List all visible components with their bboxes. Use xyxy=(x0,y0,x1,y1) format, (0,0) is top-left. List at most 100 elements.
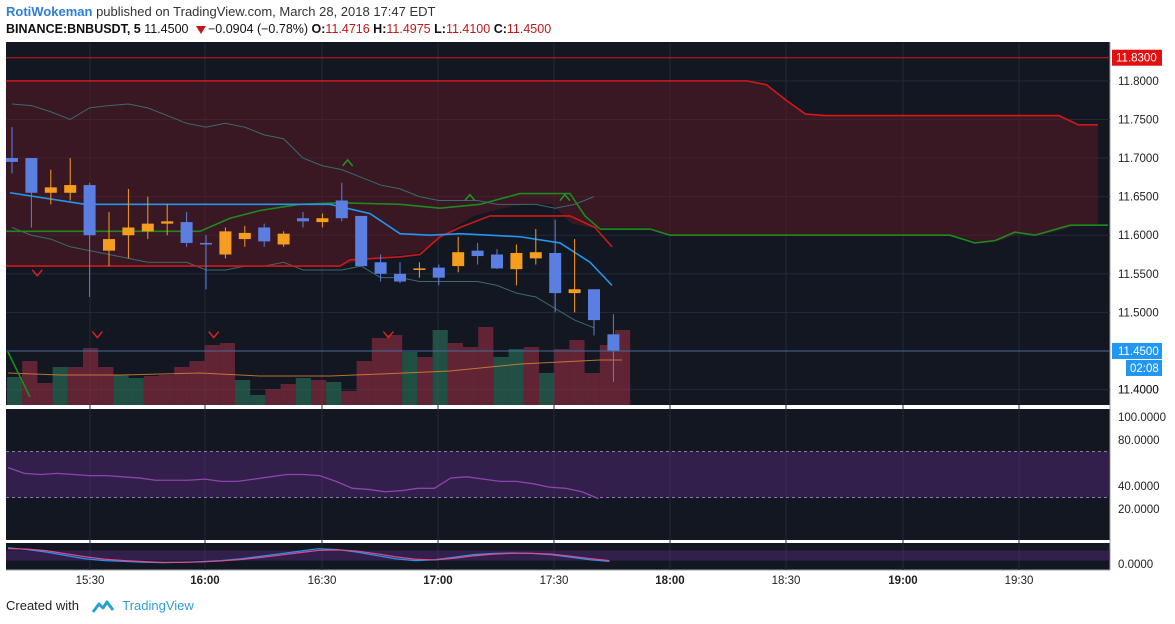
candle xyxy=(297,218,309,222)
candle xyxy=(491,254,503,269)
buy-signal-icon xyxy=(559,193,571,202)
publish-line: RotiWokeman published on TradingView.com… xyxy=(6,4,435,19)
price-tick-label: 11.4000 xyxy=(1118,385,1159,397)
volume-bar xyxy=(478,327,494,405)
buy-signal-icon xyxy=(342,158,354,167)
countdown-label: 02:08 xyxy=(1130,363,1159,375)
last-price: 11.4500 xyxy=(144,22,189,36)
volume-bar xyxy=(37,383,53,405)
price-change: −0.0904 (−0.78%) xyxy=(207,22,309,36)
last-price-label: 11.4500 xyxy=(1118,346,1159,358)
volume-bar xyxy=(159,375,175,405)
volume-bar xyxy=(250,395,266,405)
close-label: C: xyxy=(493,22,507,36)
candle xyxy=(122,227,135,236)
candle xyxy=(44,187,57,193)
stoch-d-line xyxy=(7,548,610,563)
ohlc-legend: BINANCE:BNBUSDT, 5 11.4500 −0.0904 (−0.7… xyxy=(6,22,551,36)
sell-signal-icon xyxy=(31,269,43,277)
ichimoku-cloud xyxy=(6,80,1098,267)
lagging-line xyxy=(7,351,31,398)
candle xyxy=(335,200,348,219)
low-label: L: xyxy=(434,22,446,36)
time-tick-label: 19:30 xyxy=(1005,575,1034,587)
author-name[interactable]: RotiWokeman xyxy=(6,4,93,19)
price-tick-label: 11.7000 xyxy=(1118,153,1159,165)
candle xyxy=(141,223,154,232)
rsi-pane xyxy=(6,409,1110,540)
volume-bar xyxy=(569,340,585,405)
sell-signal-icon xyxy=(382,331,394,339)
time-tick-label: 17:30 xyxy=(540,575,569,587)
open-label: O: xyxy=(311,22,326,36)
price-axis: 11.4000 11.5000 11.5500 11.6000 11.6500 11.70… xyxy=(1112,49,1162,397)
time-tick-label: 15:30 xyxy=(76,575,105,587)
time-tick-label: 18:30 xyxy=(772,575,801,587)
price-tick-label: 11.5500 xyxy=(1118,269,1159,281)
candle xyxy=(238,232,251,240)
candle xyxy=(549,252,562,294)
candle xyxy=(64,185,77,193)
high-label: H: xyxy=(373,22,387,36)
volume-bar xyxy=(143,376,159,405)
volume-bar xyxy=(432,330,448,405)
volume-bar xyxy=(280,384,296,405)
candle xyxy=(219,231,232,255)
volume-bar xyxy=(584,373,600,405)
volume-bar xyxy=(174,367,190,405)
candle xyxy=(180,222,193,243)
price-chart[interactable]: 11.4000 11.5000 11.5500 11.6000 11.6500 11.70… xyxy=(0,42,1175,590)
volume-bar xyxy=(554,349,570,405)
symbol-label[interactable]: BINANCE:BNBUSDT, 5 xyxy=(6,22,141,36)
upper-band-line xyxy=(11,103,595,209)
volume-bar xyxy=(356,361,372,405)
volume-bar xyxy=(523,347,539,405)
time-tick-label: 16:00 xyxy=(190,575,219,587)
candle xyxy=(355,215,368,267)
price-tick-label: 11.8000 xyxy=(1118,76,1159,88)
candles xyxy=(6,127,620,382)
top-price-badge xyxy=(1112,49,1162,66)
stoch-pane xyxy=(6,543,1110,570)
candle xyxy=(394,273,406,282)
leading-span-line xyxy=(600,224,1108,244)
top-price-label: 11.8300 xyxy=(1116,53,1157,65)
close-value: 11.4500 xyxy=(506,22,552,36)
volume-bar xyxy=(508,349,524,405)
candle xyxy=(200,242,212,245)
publish-text: published on TradingView.com, March 28, … xyxy=(96,4,436,19)
rsi-band xyxy=(6,451,1110,498)
volume-bar xyxy=(265,389,281,405)
volume-bar xyxy=(98,367,114,405)
volume-ma-line xyxy=(7,359,622,377)
candle xyxy=(452,252,465,267)
tradingview-link[interactable]: TradingView xyxy=(122,598,194,613)
conversion-line-green xyxy=(6,192,601,233)
low-value: 11.4100 xyxy=(445,22,491,36)
footer: Created with TradingView xyxy=(6,598,194,614)
last-price-badge xyxy=(1112,342,1162,359)
tradingview-logo-icon xyxy=(91,600,114,613)
candle xyxy=(258,227,271,242)
volume-bar xyxy=(52,367,68,405)
time-tick-label: 17:00 xyxy=(423,575,452,587)
candle xyxy=(588,289,600,321)
base-line-red xyxy=(6,215,613,267)
volume-bar xyxy=(189,361,205,405)
price-tick-label: 11.5000 xyxy=(1118,307,1159,319)
volume-bar xyxy=(371,338,387,405)
volume-bar xyxy=(7,377,23,405)
countdown-badge xyxy=(1126,359,1162,376)
volume-bar xyxy=(295,378,311,405)
volume-bar xyxy=(387,335,403,405)
candle xyxy=(316,218,329,223)
candle xyxy=(277,233,290,245)
price-tick-label: 11.7500 xyxy=(1118,114,1159,126)
down-arrow-icon xyxy=(195,25,206,34)
candle xyxy=(568,289,581,294)
volume-bar xyxy=(113,375,129,405)
rsi-tick-label: 40.0000 xyxy=(1118,481,1160,493)
volume-bar xyxy=(402,352,418,405)
volume-bar xyxy=(539,373,555,405)
volume-bar xyxy=(67,367,83,405)
